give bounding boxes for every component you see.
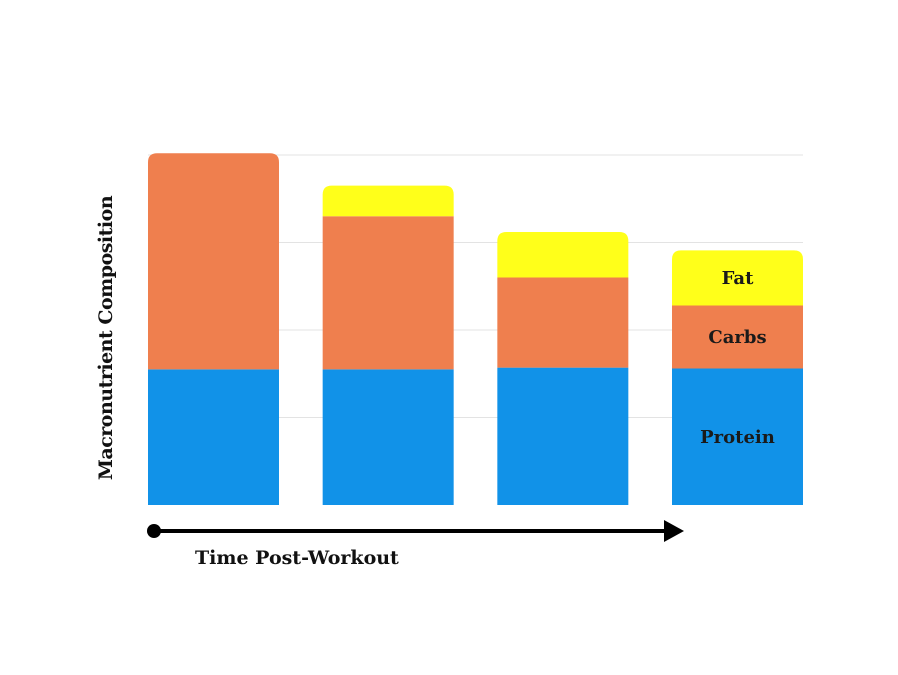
- y-axis-label: Macronutrient Composition: [95, 195, 117, 480]
- bar-4-protein-segment: [672, 368, 803, 505]
- time-arrow: [147, 520, 684, 542]
- arrow-head-icon: [664, 520, 684, 542]
- bar-2-protein-segment: [322, 369, 454, 505]
- bar-3-protein-segment: [497, 367, 629, 505]
- segment-label-fat: Fat: [722, 268, 754, 289]
- segment-label-protein: Protein: [700, 427, 775, 448]
- segment-label-carbs: Carbs: [708, 327, 766, 348]
- bar-3-carbs-segment: [497, 277, 629, 368]
- x-axis-label: Time Post-Workout: [195, 547, 399, 569]
- bar-4-carbs-segment: [672, 305, 803, 369]
- bar-2-fat-segment: [322, 185, 454, 217]
- bar-4-fat-segment: [672, 250, 803, 306]
- bar-2-carbs-segment: [322, 216, 454, 370]
- segment-labels: Protein Carbs Fat: [700, 268, 775, 448]
- bar-3-fat-segment: [497, 232, 629, 278]
- bar-1-carbs-segment: [148, 153, 279, 370]
- bars: [148, 153, 803, 505]
- bar-1-protein-segment: [148, 369, 279, 505]
